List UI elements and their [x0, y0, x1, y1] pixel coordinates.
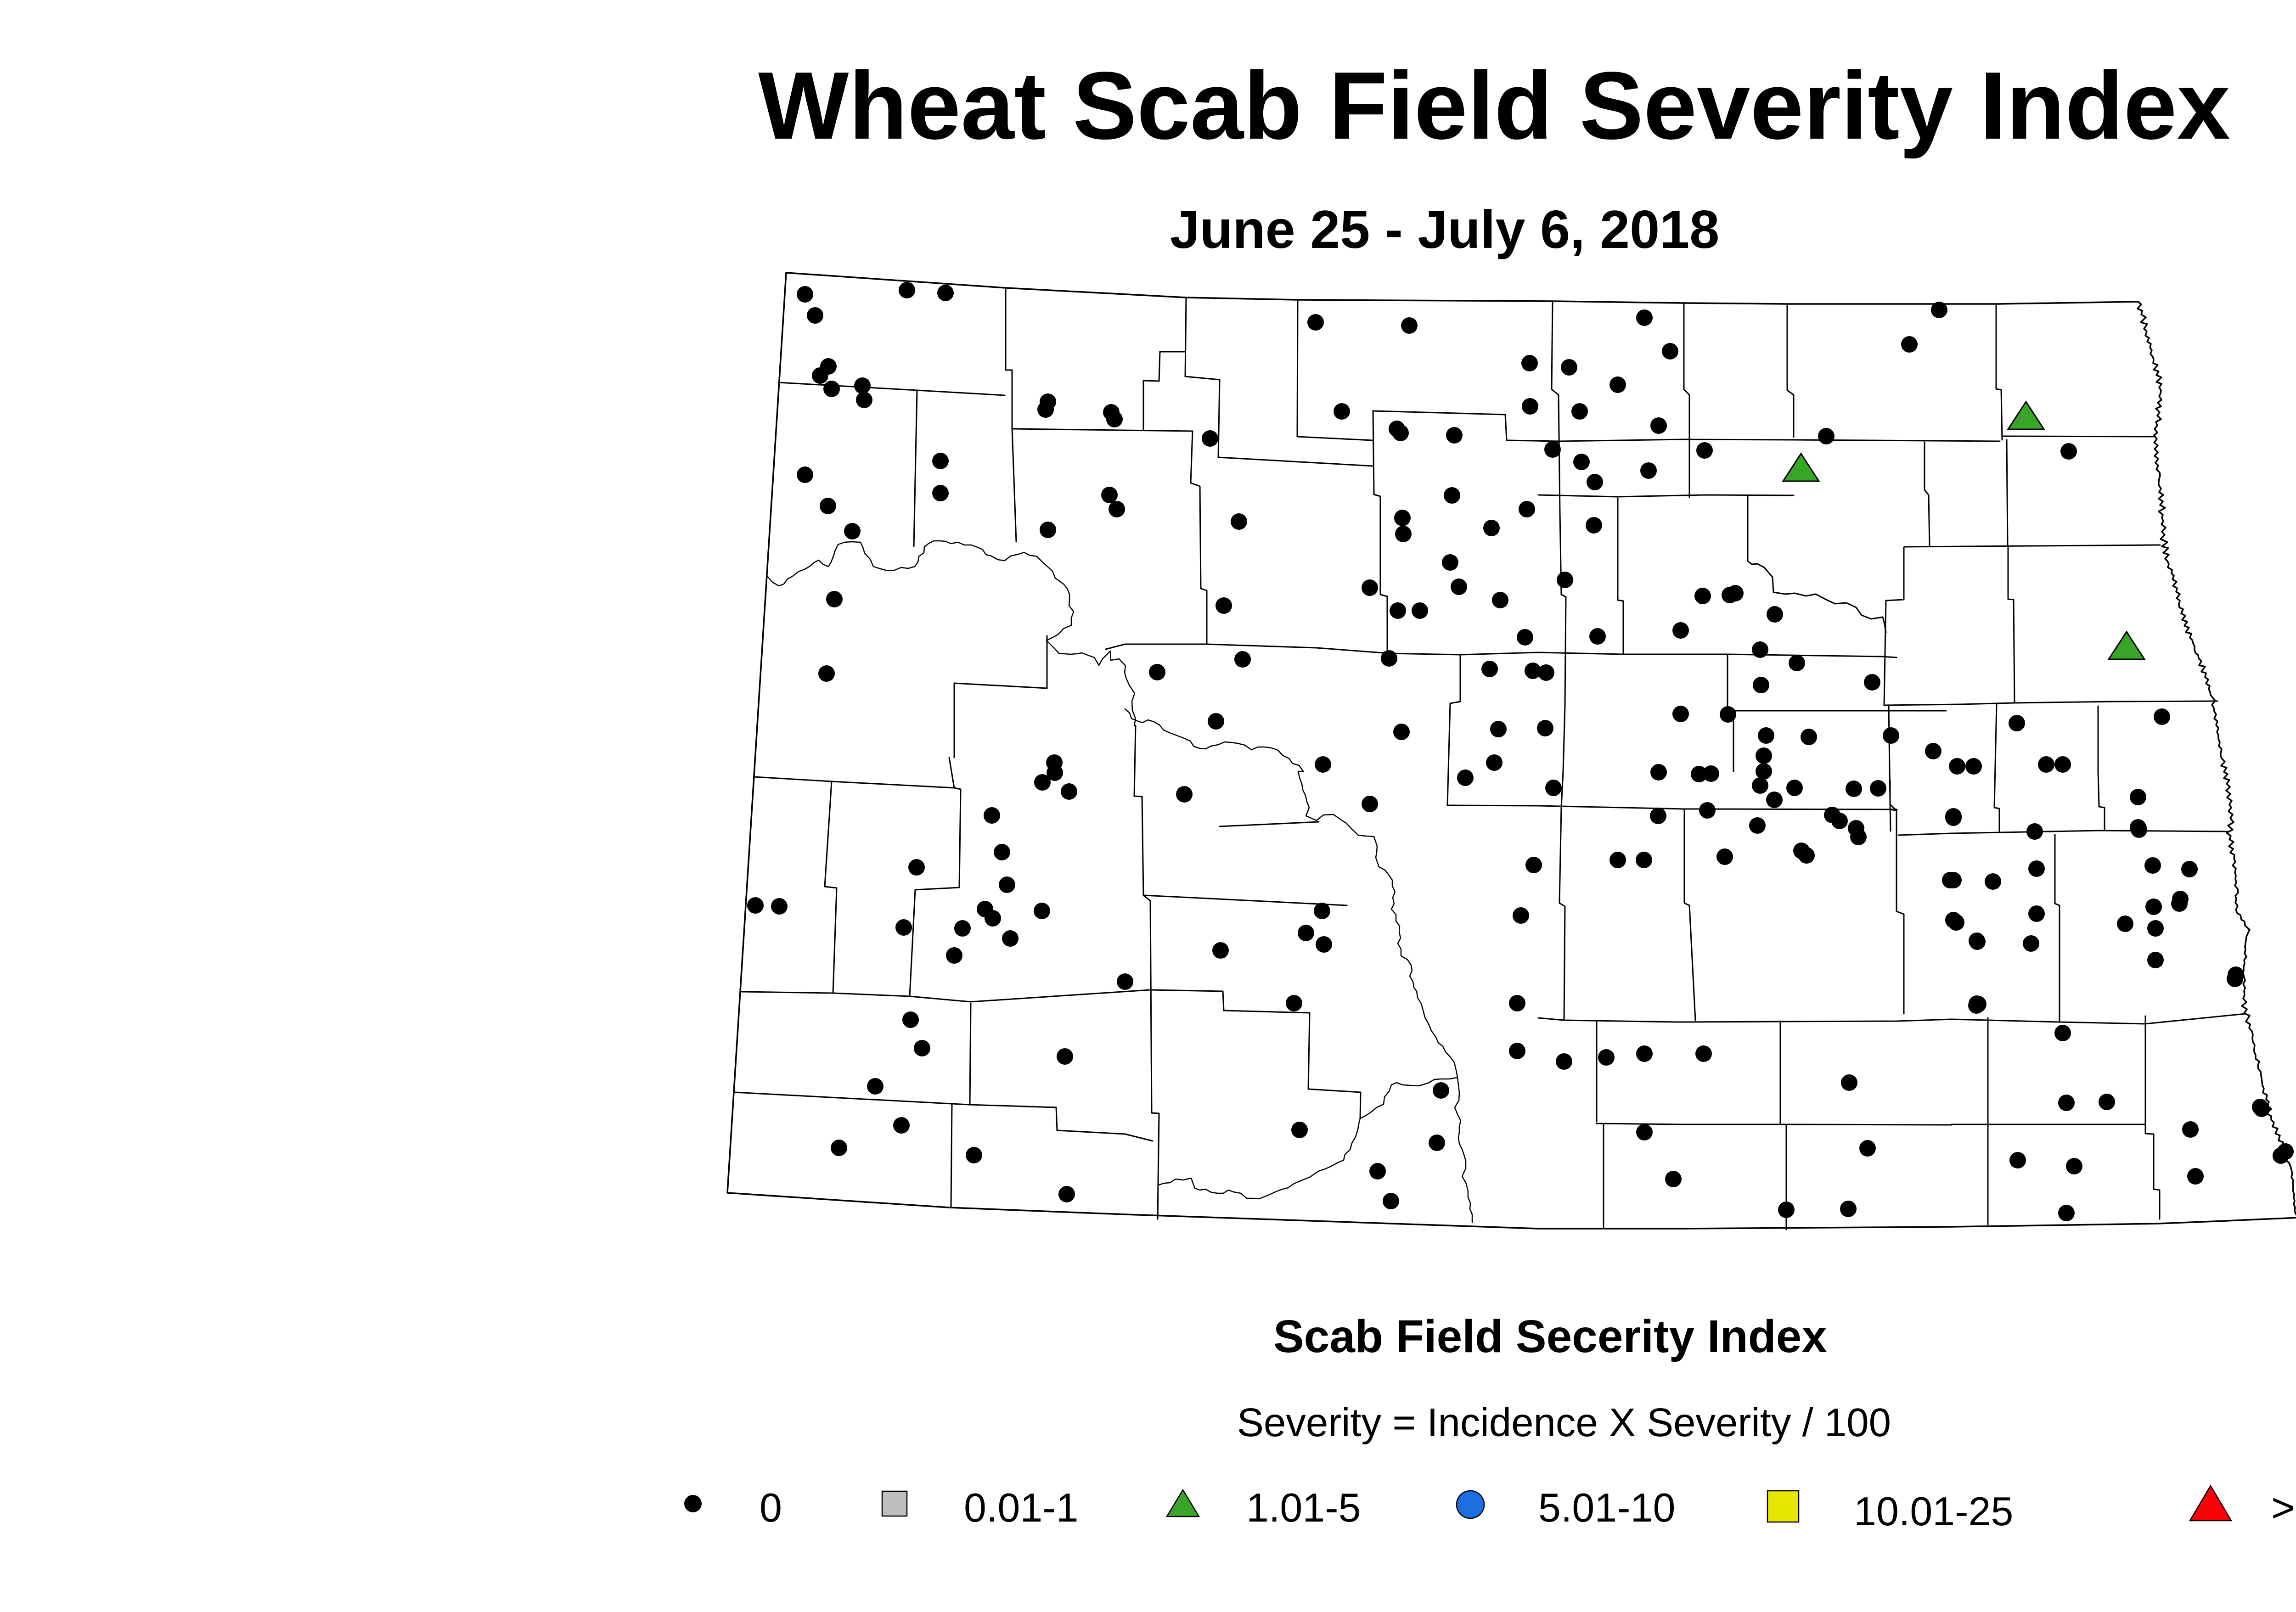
- svg-text:5.01-10: 5.01-10: [1538, 1485, 1675, 1530]
- svg-text:June 25 - July 6, 2018: June 25 - July 6, 2018: [1170, 199, 1720, 259]
- svg-text:Wheat Scab Field Severity Inde: Wheat Scab Field Severity Index: [758, 52, 2230, 159]
- svg-text:Scab Field Secerity Index: Scab Field Secerity Index: [1273, 1311, 1827, 1362]
- svg-text:10.01-25: 10.01-25: [1854, 1488, 2013, 1534]
- svg-text:Severity = Incidence X Severit: Severity = Incidence X Severity / 100: [1237, 1400, 1891, 1445]
- svg-text:> 25: > 25: [2271, 1485, 2296, 1530]
- svg-text:0: 0: [760, 1485, 782, 1530]
- svg-text:1.01-5: 1.01-5: [1246, 1485, 1361, 1530]
- svg-text:0.01-1: 0.01-1: [964, 1485, 1079, 1530]
